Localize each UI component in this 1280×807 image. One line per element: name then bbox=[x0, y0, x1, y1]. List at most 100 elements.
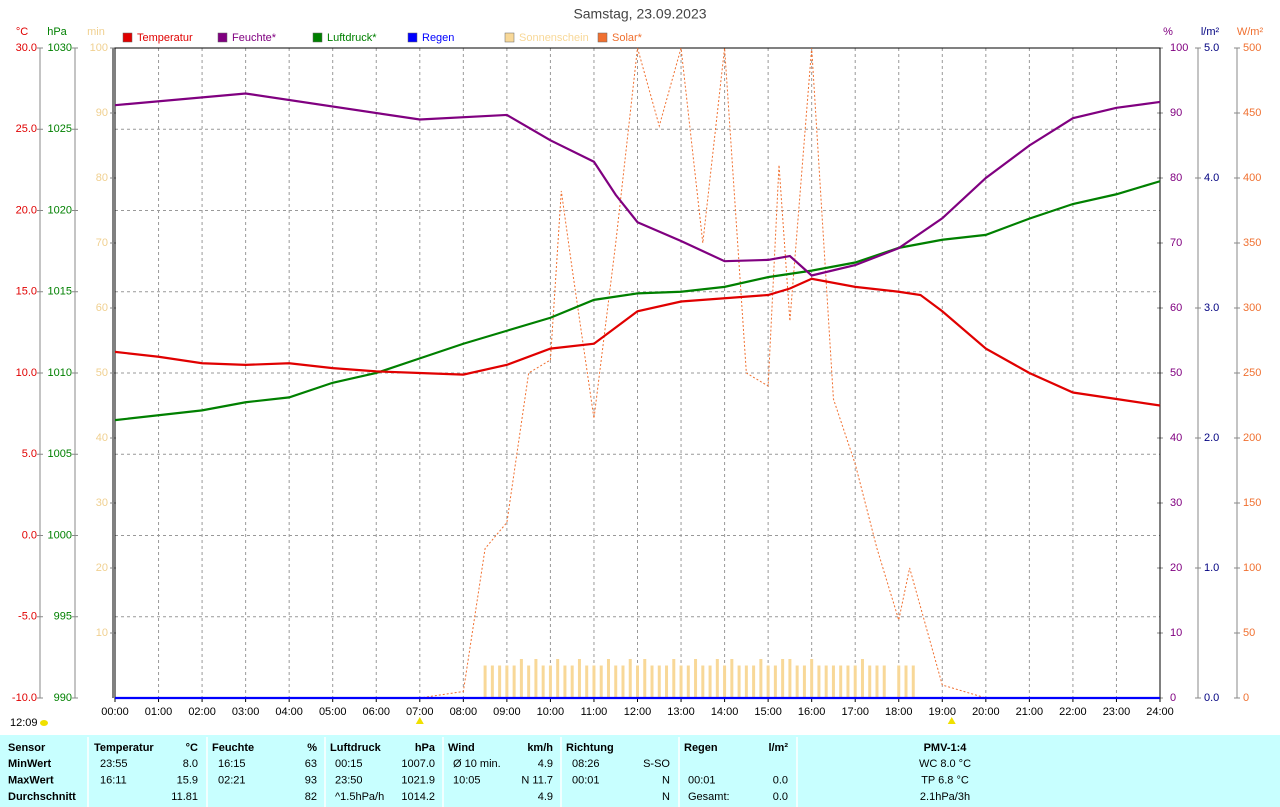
y-tick-label: 0 bbox=[1170, 692, 1176, 704]
bar bbox=[570, 665, 574, 698]
x-tick-label: 02:00 bbox=[188, 706, 216, 718]
table-cell: Gesamt: bbox=[688, 791, 730, 803]
x-tick-label: 13:00 bbox=[667, 706, 695, 718]
y-tick-label: 25.0 bbox=[16, 123, 37, 135]
y-tick-label: 350 bbox=[1243, 237, 1261, 249]
bar bbox=[810, 659, 814, 698]
bar bbox=[882, 665, 886, 698]
y-tick-label: 0 bbox=[1243, 692, 1249, 704]
y-tick-label: 100 bbox=[1170, 42, 1188, 54]
x-tick-label: 00:00 bbox=[101, 706, 129, 718]
y-tick-label: 500 bbox=[1243, 42, 1261, 54]
table-cell: ^1.5hPa/h bbox=[335, 791, 384, 803]
table-header: Wind bbox=[448, 742, 475, 754]
bar bbox=[512, 665, 516, 698]
bar bbox=[897, 665, 901, 698]
y-tick-label: 1000 bbox=[48, 529, 72, 541]
bar bbox=[846, 665, 850, 698]
table-cell: 00:01 bbox=[572, 774, 600, 786]
bar bbox=[788, 659, 792, 698]
axis-unit: W/m² bbox=[1237, 26, 1264, 38]
legend-label: Feuchte* bbox=[232, 32, 277, 44]
bar bbox=[643, 659, 647, 698]
legend-label: Regen bbox=[422, 32, 454, 44]
bar bbox=[657, 665, 661, 698]
table-header: °C bbox=[186, 742, 198, 754]
bar bbox=[744, 665, 748, 698]
y-tick-label: 0.0 bbox=[1204, 692, 1219, 704]
y-tick-label: 1025 bbox=[48, 123, 72, 135]
table-header: Temperatur bbox=[94, 742, 154, 754]
series-line bbox=[115, 47, 1160, 699]
table-cell: 4.9 bbox=[538, 791, 553, 803]
y-tick-label: 400 bbox=[1243, 172, 1261, 184]
y-tick-label: 5.0 bbox=[22, 448, 37, 460]
bar bbox=[853, 665, 857, 698]
bar bbox=[730, 659, 734, 698]
table-cell: Durchschnitt bbox=[8, 791, 76, 803]
table-cell: 2.1hPa/3h bbox=[920, 791, 970, 803]
table-cell: 0.0 bbox=[773, 791, 788, 803]
bar bbox=[752, 665, 756, 698]
bar bbox=[548, 665, 552, 698]
y-tick-label: 10 bbox=[96, 627, 108, 639]
table-cell: 00:15 bbox=[335, 758, 363, 770]
table-header: Richtung bbox=[566, 742, 614, 754]
x-tick-label: 12:00 bbox=[624, 706, 652, 718]
bar bbox=[875, 665, 879, 698]
bar bbox=[592, 665, 596, 698]
x-tick-label: 14:00 bbox=[711, 706, 739, 718]
table-cell: 23:50 bbox=[335, 774, 363, 786]
x-tick-label: 06:00 bbox=[362, 706, 390, 718]
table-cell: Ø 10 min. bbox=[453, 758, 501, 770]
x-tick-label: 15:00 bbox=[754, 706, 782, 718]
bar bbox=[621, 665, 625, 698]
x-tick-label: 05:00 bbox=[319, 706, 347, 718]
y-tick-label: 30 bbox=[96, 497, 108, 509]
bar bbox=[781, 659, 785, 698]
y-tick-label: 70 bbox=[1170, 237, 1182, 249]
legend-swatch bbox=[217, 32, 228, 43]
table-header: % bbox=[307, 742, 317, 754]
bar bbox=[904, 665, 908, 698]
y-tick-label: 90 bbox=[96, 107, 108, 119]
bar bbox=[839, 665, 843, 698]
table-cell: 8.0 bbox=[183, 758, 198, 770]
bar bbox=[817, 665, 821, 698]
bar bbox=[563, 665, 567, 698]
x-tick-label: 17:00 bbox=[841, 706, 869, 718]
y-tick-label: 4.0 bbox=[1204, 172, 1219, 184]
y-tick-label: 1015 bbox=[48, 286, 72, 298]
x-tick-label: 01:00 bbox=[145, 706, 173, 718]
x-tick-label: 24:00 bbox=[1146, 706, 1174, 718]
bar bbox=[534, 659, 538, 698]
table-cell: 16:11 bbox=[100, 774, 127, 786]
table-header: Luftdruck bbox=[330, 742, 382, 754]
bar bbox=[715, 659, 719, 698]
legend-swatch bbox=[122, 32, 133, 43]
table-cell: N 11.7 bbox=[521, 774, 553, 786]
series-line bbox=[114, 277, 1161, 407]
legend-swatch bbox=[312, 32, 323, 43]
y-tick-label: 100 bbox=[1243, 562, 1261, 574]
y-tick-label: 5.0 bbox=[1204, 42, 1219, 54]
y-tick-label: 20.0 bbox=[16, 204, 37, 216]
bar bbox=[708, 665, 712, 698]
table-cell: 10:05 bbox=[453, 774, 481, 786]
table-cell: 23:55 bbox=[100, 758, 128, 770]
bar bbox=[606, 659, 610, 698]
table-background bbox=[0, 735, 1280, 807]
axis-unit: min bbox=[87, 26, 105, 38]
table-header: hPa bbox=[415, 742, 436, 754]
bar bbox=[773, 665, 777, 698]
bar bbox=[868, 665, 872, 698]
table-header: PMV-1:4 bbox=[924, 742, 968, 754]
bar bbox=[665, 665, 669, 698]
table-cell: 1007.0 bbox=[401, 758, 435, 770]
bar bbox=[795, 665, 799, 698]
bar bbox=[628, 659, 632, 698]
y-tick-label: 250 bbox=[1243, 367, 1261, 379]
x-tick-label: 18:00 bbox=[885, 706, 913, 718]
table-cell: WC 8.0 °C bbox=[919, 758, 971, 770]
